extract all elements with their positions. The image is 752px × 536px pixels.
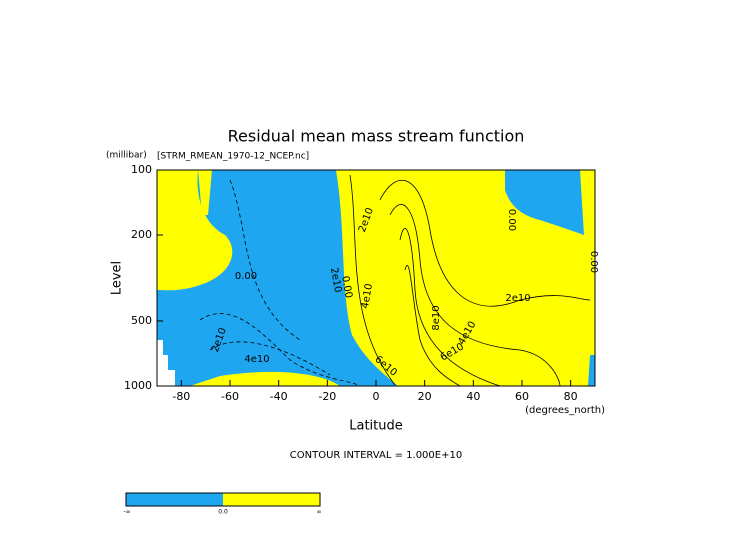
x-axis-title: Latitude [349,419,403,434]
chart-title: Residual mean mass stream function [228,127,525,146]
contour-label: 4e10 [360,283,375,310]
y-units: (millibar) [106,151,147,161]
contour-label: 0.00 [235,271,257,282]
colorbar-frame [125,492,321,507]
contour-line [199,313,361,387]
contour-line [399,228,501,387]
contour-line [349,174,396,386]
contour-line [379,180,591,307]
contour-label: 4e10 [244,354,269,365]
contour-interval: CONTOUR INTERVAL = 1.000E+10 [290,450,462,461]
field [157,170,595,386]
contour-line [209,341,331,376]
negative-region [505,170,584,235]
contour-line [404,265,461,387]
y-axis-title: Level [110,261,125,295]
x-units: (degrees_north) [525,405,605,416]
y-tick-label: 500 [131,314,152,327]
contour-label: 2e10 [328,267,343,294]
missing [157,340,175,386]
x-tick-label: 40 [466,390,480,403]
colorbar-label: ∞ [317,509,322,516]
x-tick-label: -20 [318,390,336,403]
x-tick-label: 0 [373,390,380,403]
x-tick-label: -60 [221,390,239,403]
colorbar-label: -∞ [123,509,130,516]
x-tick-label: -80 [172,390,190,403]
contour-label: 2e10 [505,293,530,304]
colorbar-negative [126,493,223,506]
contour-line [389,204,561,387]
contour-label: 0.00 [506,209,517,231]
contour-line [229,179,301,341]
y-tick-label: 1000 [124,379,152,392]
colorbar-positive [223,493,320,506]
x-tick-label: -40 [270,390,288,403]
colorbar: -∞ 0.0 ∞ [123,492,322,516]
negative-region [157,170,398,386]
positive-region [157,170,233,291]
contour-label: 0.00 [588,251,599,273]
x-tick-label: 60 [515,390,529,403]
y-tick-label: 100 [131,163,152,176]
subtitle: [STRM_RMEAN_1970-12_NCEP.nc] [157,152,309,162]
x-tick-label: 20 [418,390,432,403]
colorbar-label: 0.0 [218,509,228,516]
x-tick-label: 80 [564,390,578,403]
contour-label: 0.00 [339,275,354,299]
negative-region [588,355,595,386]
y-tick-label: 200 [131,228,152,241]
contours [199,174,591,387]
contour-label: 8e10 [431,305,442,330]
